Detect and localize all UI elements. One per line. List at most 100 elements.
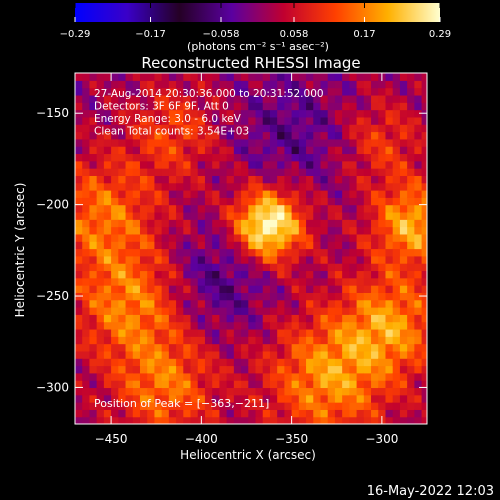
heatmap-cell xyxy=(313,131,322,140)
heatmap-cell xyxy=(219,197,228,206)
heatmap-cell xyxy=(82,211,91,220)
heatmap-cell xyxy=(349,204,358,213)
heatmap-cell xyxy=(212,226,221,235)
heatmap-cell xyxy=(168,336,177,345)
heatmap-cell xyxy=(385,131,394,140)
heatmap-cell xyxy=(190,365,199,374)
heatmap-cell xyxy=(241,226,249,235)
heatmap-cell xyxy=(168,263,177,272)
heatmap-cell xyxy=(407,255,415,264)
heatmap-cell xyxy=(385,350,394,359)
heatmap-cell xyxy=(212,138,221,147)
heatmap-cell xyxy=(248,182,257,191)
heatmap-cell xyxy=(407,299,415,308)
heatmap-cell xyxy=(75,307,83,315)
heatmap-cell xyxy=(176,241,184,250)
heatmap-cell xyxy=(407,109,415,118)
heatmap-cell xyxy=(82,87,91,96)
heatmap-cell xyxy=(421,146,427,155)
heatmap-cell xyxy=(291,416,300,424)
heatmap-cell xyxy=(349,94,358,103)
heatmap-cell xyxy=(139,402,148,410)
heatmap-cell xyxy=(118,314,127,323)
heatmap-cell xyxy=(277,226,285,235)
heatmap-cell xyxy=(291,190,300,198)
heatmap-cell xyxy=(82,138,91,147)
heatmap-cell xyxy=(320,299,329,308)
heatmap-cell xyxy=(233,343,242,352)
heatmap-cell xyxy=(103,204,112,213)
heatmap-cell xyxy=(212,350,221,359)
heatmap-cell xyxy=(407,314,415,323)
heatmap-cell xyxy=(139,94,148,103)
heatmap-cell xyxy=(111,343,119,352)
heatmap-cell xyxy=(342,109,350,118)
heatmap-cell xyxy=(356,263,365,272)
heatmap-cell xyxy=(414,211,423,220)
heatmap-cell xyxy=(161,219,170,228)
heatmap-cell xyxy=(111,138,119,147)
heatmap-cell xyxy=(363,380,372,389)
heatmap-cell xyxy=(371,146,379,155)
heatmap-cell xyxy=(298,226,307,235)
heatmap-cell xyxy=(176,80,184,89)
heatmap-cell xyxy=(363,387,372,396)
heatmap-cell xyxy=(320,80,329,89)
heatmap-cell xyxy=(349,299,358,308)
heatmap-cell xyxy=(161,321,170,330)
heatmap-cell xyxy=(139,146,148,155)
heatmap-cell xyxy=(139,233,148,242)
heatmap-cell xyxy=(363,94,372,103)
heatmap-cell xyxy=(147,255,156,264)
heatmap-cell xyxy=(168,255,177,264)
heatmap-cell xyxy=(204,416,213,424)
heatmap-cell xyxy=(277,270,285,279)
heatmap-cell xyxy=(111,314,119,323)
heatmap-cell xyxy=(212,328,221,337)
heatmap-cell xyxy=(226,87,235,96)
heatmap-cell xyxy=(132,204,141,213)
heatmap-cell xyxy=(197,402,206,410)
heatmap-cell xyxy=(371,285,379,293)
heatmap-cell xyxy=(241,153,249,162)
heatmap-cell xyxy=(349,182,358,191)
heatmap-cell xyxy=(139,116,148,125)
heatmap-cell xyxy=(385,146,394,155)
colorbar xyxy=(75,3,440,22)
heatmap-cell xyxy=(241,197,249,206)
heatmap-cell xyxy=(334,102,343,111)
heatmap-cell xyxy=(212,124,221,133)
heatmap-cell xyxy=(371,233,379,242)
heatmap-cell xyxy=(371,336,379,345)
heatmap-cell xyxy=(111,94,119,103)
heatmap-cell xyxy=(125,168,134,176)
heatmap-cell xyxy=(306,307,314,315)
heatmap-cell xyxy=(197,102,206,111)
heatmap-cell xyxy=(219,255,228,264)
heatmap-cell xyxy=(392,168,401,176)
heatmap-cell xyxy=(392,402,401,410)
heatmap-cell xyxy=(103,416,112,424)
heatmap-cell xyxy=(320,168,329,176)
heatmap-cell xyxy=(125,102,134,111)
heatmap-cell xyxy=(96,211,105,220)
heatmap-cell xyxy=(75,160,83,169)
heatmap-cell xyxy=(421,219,427,228)
heatmap-cell xyxy=(219,204,228,213)
heatmap-cell xyxy=(392,380,401,389)
heatmap-cell xyxy=(291,175,300,184)
heatmap-cell xyxy=(103,321,112,330)
heatmap-cell xyxy=(226,94,235,103)
heatmap-cell xyxy=(248,277,257,286)
heatmap-cell xyxy=(313,307,322,315)
heatmap-cell xyxy=(82,168,91,176)
heatmap-cell xyxy=(284,402,293,410)
heatmap-cell xyxy=(183,175,192,184)
heatmap-cell xyxy=(139,350,148,359)
heatmap-cell xyxy=(147,248,156,257)
heatmap-cell xyxy=(233,402,242,410)
heatmap-cell xyxy=(277,109,285,118)
heatmap-cell xyxy=(125,109,134,118)
heatmap-cell xyxy=(96,109,105,118)
y-tick-label: −250 xyxy=(36,289,69,303)
